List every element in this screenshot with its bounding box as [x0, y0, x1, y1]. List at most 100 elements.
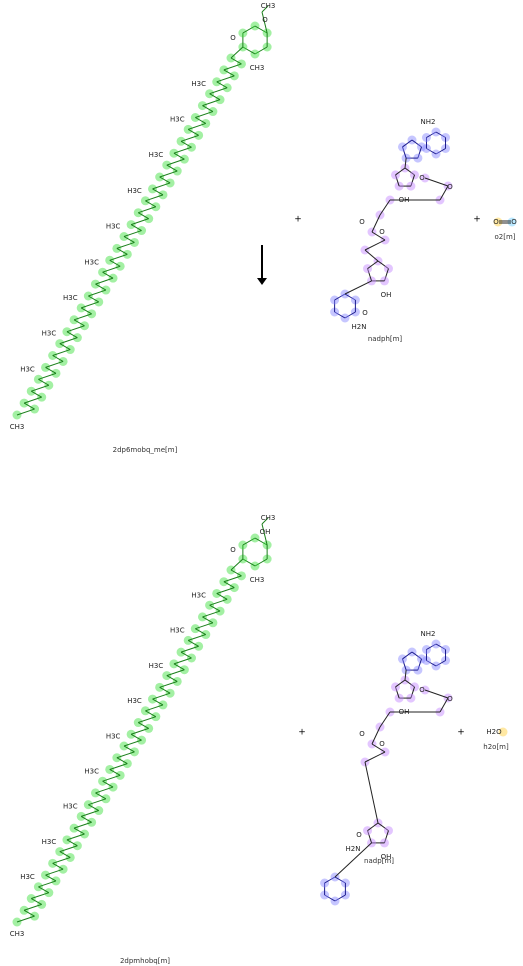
atom-label: OH: [399, 196, 410, 204]
bond: [66, 331, 78, 339]
arrow-head: [257, 278, 267, 285]
bond: [102, 780, 114, 788]
bond: [88, 798, 107, 806]
atom-label: H3C: [63, 803, 78, 811]
atom-label: O: [493, 218, 499, 226]
bond: [426, 148, 437, 155]
bond: [223, 63, 242, 71]
bond: [395, 174, 400, 187]
bond: [31, 390, 42, 398]
bond: [45, 868, 64, 876]
atom-label: CH3: [261, 514, 276, 522]
bond: [152, 188, 164, 196]
bond: [383, 830, 389, 844]
bond: [88, 289, 107, 297]
bond: [138, 206, 156, 214]
atom-label: CH3: [261, 2, 276, 10]
bond: [404, 167, 415, 176]
bond: [16, 408, 35, 416]
bond: [123, 236, 135, 243]
bond: [367, 830, 373, 844]
bond: [159, 170, 178, 178]
bond: [116, 241, 135, 249]
bond: [404, 679, 415, 688]
bond: [254, 46, 268, 55]
bond: [95, 283, 107, 291]
bond: [254, 537, 268, 546]
bond: [334, 311, 346, 319]
bond: [59, 845, 78, 853]
atom-label: H3C: [84, 258, 99, 266]
bond: [52, 349, 71, 356]
atom-label: H3C: [170, 627, 185, 635]
bond: [371, 743, 386, 753]
atom-label: H3C: [20, 365, 35, 373]
bond: [261, 523, 268, 546]
bond: [80, 815, 92, 823]
bond: [424, 177, 449, 187]
atom-label: O: [419, 174, 425, 182]
atom-label: NH2: [421, 118, 436, 126]
atom-label: CH3: [250, 64, 265, 72]
bond: [254, 25, 268, 34]
atom-label: H3C: [170, 116, 185, 124]
bond: [417, 658, 422, 671]
bond: [188, 122, 206, 130]
bond: [116, 757, 128, 765]
atom-label: O: [447, 695, 453, 703]
bond: [371, 726, 381, 745]
bond: [23, 903, 42, 911]
bond: [230, 46, 244, 59]
molecule-name: nadp[m]: [364, 857, 394, 865]
bond: [371, 231, 386, 241]
bond: [31, 384, 49, 392]
bond: [152, 692, 171, 700]
bond: [426, 660, 437, 667]
bond: [138, 212, 149, 220]
bond: [116, 247, 128, 255]
atom-label: O: [379, 740, 385, 748]
bond: [59, 337, 78, 345]
bond: [159, 680, 178, 688]
atom-label: O: [230, 34, 236, 42]
bond: [402, 651, 413, 660]
bond: [195, 622, 214, 630]
bond: [102, 271, 114, 279]
bond: [344, 293, 356, 301]
bond: [202, 616, 214, 624]
bond: [123, 745, 135, 753]
bond: [364, 249, 379, 262]
atom-label: H3C: [106, 732, 121, 740]
bond: [159, 686, 171, 694]
bond: [324, 876, 336, 884]
bond: [73, 827, 85, 835]
bond: [261, 11, 268, 34]
bond: [23, 402, 35, 410]
bond: [435, 131, 446, 138]
bond: [379, 199, 391, 216]
bond: [95, 792, 107, 800]
bond: [364, 761, 379, 824]
atom-label: H3C: [84, 767, 99, 775]
bond: [364, 239, 386, 251]
bond: [195, 117, 207, 124]
bond: [102, 265, 121, 273]
atom-label: H3C: [191, 591, 206, 599]
bond: [138, 716, 156, 724]
atom-label: O: [419, 686, 425, 694]
bond: [109, 769, 121, 776]
bond: [145, 704, 164, 712]
bond: [202, 99, 221, 107]
bond: [411, 139, 422, 148]
bond: [209, 604, 221, 612]
bond: [216, 75, 235, 83]
bond: [367, 268, 373, 282]
bond: [66, 325, 85, 333]
bond: [66, 833, 85, 841]
bond: [404, 670, 407, 681]
atom-label: O: [230, 546, 236, 554]
atom-label: H3C: [149, 151, 164, 159]
bond: [254, 558, 268, 567]
bond: [367, 822, 379, 832]
bond: [344, 311, 356, 319]
